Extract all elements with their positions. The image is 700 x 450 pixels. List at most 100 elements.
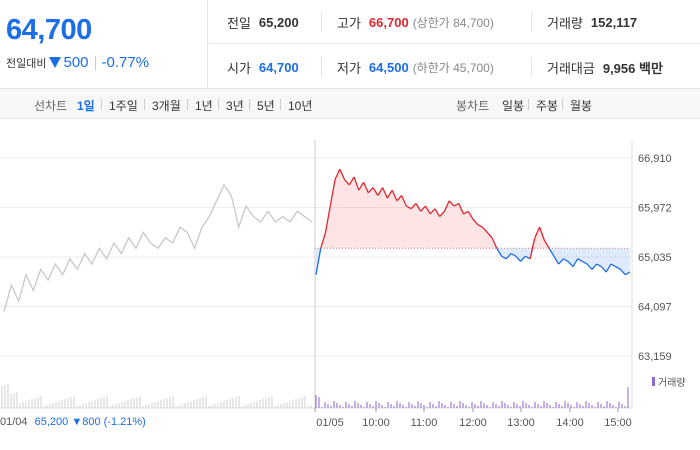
- price-line-segment: [605, 263, 612, 273]
- info-row: 시가 64,700 저가 64,500 (하한가 45,700) 거래대금 9,…: [209, 45, 700, 89]
- current-price: 64,700: [6, 14, 92, 46]
- price-line-segment: [558, 258, 564, 265]
- price-line-segment: [358, 181, 365, 191]
- price-line-segment: [406, 205, 412, 210]
- candle-daily-tab[interactable]: 일봉: [502, 99, 525, 113]
- price-line-segment: [505, 253, 512, 260]
- open-price: 시가 64,700: [227, 45, 299, 89]
- price-line-segment: [396, 195, 403, 202]
- line-chart-label: 선차트: [34, 99, 68, 113]
- price-line-segment: [529, 237, 536, 259]
- divider: [528, 99, 529, 110]
- price-line-segment: [439, 210, 445, 218]
- candle-weekly-tab[interactable]: 주봉: [536, 99, 559, 113]
- volume: 거래량 152,117: [547, 0, 637, 44]
- price-line-segment: [320, 232, 327, 249]
- info-grid: 전일 65,200 고가 66,700 (상한가 84,700) 거래량 152…: [209, 0, 700, 89]
- price-line-segment: [610, 263, 617, 268]
- quote-summary: 64,700 전일대비 500 -0.77% 전일 65,200 고가 66,7…: [0, 0, 700, 89]
- volume-label: 거래량: [547, 15, 583, 31]
- x-tick-label: 15:00: [604, 417, 632, 429]
- price-line-segment: [582, 260, 588, 265]
- price-line-segment: [329, 179, 336, 207]
- prev-day-summary: 01/04 65,200 ▼800 (-1.21%): [0, 416, 146, 428]
- price-line-segment: [420, 205, 426, 212]
- price-line-segment: [486, 231, 493, 239]
- down-triangle-icon: [49, 57, 62, 68]
- low-value: 64,500: [368, 59, 409, 75]
- price-line-segment: [410, 202, 417, 210]
- period-3y-tab[interactable]: 3년: [226, 99, 244, 113]
- volume-legend: 거래량: [652, 374, 686, 389]
- change-value: 500: [63, 54, 89, 71]
- x-tick-label: 14:00: [556, 417, 584, 429]
- price-line-segment: [362, 182, 369, 194]
- price-line-segment: [443, 200, 450, 212]
- open-label: 시가: [227, 60, 251, 76]
- down-triangle-icon: ▼: [71, 416, 83, 428]
- down-area: [316, 248, 630, 275]
- divider: [249, 99, 250, 110]
- price-line-segment: [525, 255, 531, 260]
- prev-day-change: 800: [82, 416, 101, 428]
- price-line-segment: [501, 255, 507, 260]
- divider: [321, 12, 322, 32]
- price-line-segment: [372, 187, 379, 196]
- price-line-segment: [596, 263, 602, 268]
- high-value: 66,700: [368, 14, 409, 30]
- price-line-segment: [615, 266, 621, 270]
- period-3m-tab[interactable]: 3개월: [152, 99, 181, 113]
- divider: [187, 99, 188, 110]
- x-tick-label: 10:00: [362, 417, 390, 429]
- y-tick-label: 64,097: [638, 302, 672, 314]
- price-line-segment: [553, 255, 560, 265]
- period-1d-tab[interactable]: 1일: [77, 99, 95, 113]
- price-line-segment: [620, 268, 626, 276]
- period-5y-tab[interactable]: 5년: [257, 99, 275, 113]
- y-tick-label: 65,972: [638, 203, 672, 215]
- y-tick-label: 66,910: [638, 153, 672, 165]
- price-line-segment: [586, 263, 593, 270]
- price-line-segment: [344, 179, 350, 186]
- price-line-segment: [567, 261, 574, 268]
- period-10y-tab[interactable]: 10년: [288, 99, 313, 113]
- candle-monthly-tab[interactable]: 월봉: [570, 99, 593, 113]
- price-line-segment: [424, 205, 431, 215]
- price-line-segment: [463, 210, 469, 215]
- prev-day-label: 01/04: [0, 416, 28, 428]
- price-line-segment: [510, 252, 517, 257]
- price-line-segment: [377, 187, 384, 196]
- prev-close-label: 전일: [227, 15, 251, 31]
- high-label: 고가: [337, 15, 361, 31]
- price-line-segment: [367, 187, 374, 194]
- price-line-segment: [348, 176, 355, 186]
- price-line-segment: [563, 258, 569, 263]
- x-tick-label: 01/05: [316, 417, 344, 429]
- period-1y-tab[interactable]: 1년: [195, 99, 213, 113]
- price-line-segment: [339, 168, 346, 180]
- high-price: 고가 66,700 (상한가 84,700): [337, 0, 494, 44]
- period-1w-tab[interactable]: 1주일: [109, 99, 138, 113]
- lower-limit: (하한가 45,700): [412, 60, 494, 75]
- prev-day-close: 65,200: [34, 416, 69, 428]
- y-tick-label: 65,035: [638, 252, 672, 264]
- price-line-segment: [572, 258, 579, 268]
- info-row: 전일 65,200 고가 66,700 (상한가 84,700) 거래량 152…: [209, 0, 700, 44]
- price-line-segment: [548, 247, 555, 257]
- trade-amount-value: 9,956 백만: [602, 60, 663, 76]
- volume-value: 152,117: [590, 14, 638, 30]
- up-area: [316, 169, 630, 249]
- divider: [218, 99, 219, 110]
- price-line-segment: [520, 255, 526, 262]
- divider: [531, 12, 532, 32]
- change-label: 전일대비: [6, 57, 47, 70]
- price-line-segment: [391, 189, 398, 202]
- price-line-segment: [538, 226, 545, 241]
- change-rate: -0.77%: [101, 54, 150, 71]
- chart-toolbar: 선차트 1일 1주일 3개월 1년 3년 5년 10년 봉차트 일봉 주봉 월봉: [0, 89, 700, 119]
- intraday-price-chart[interactable]: 66,910 65,972 65,035 64,097 63,159 01/05 10:00…: [0, 120, 700, 450]
- y-tick-label: 63,159: [638, 351, 672, 363]
- prev-close: 전일 65,200: [227, 0, 299, 44]
- open-value: 64,700: [258, 59, 299, 75]
- price-line-segment: [491, 237, 498, 249]
